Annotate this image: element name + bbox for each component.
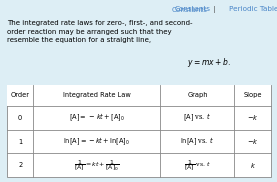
Text: $-k$: $-k$ [247, 137, 259, 146]
Text: 2: 2 [18, 163, 22, 169]
Text: $[\mathrm{A}]$ vs. $t$: $[\mathrm{A}]$ vs. $t$ [183, 112, 211, 123]
Text: Constants: Constants [175, 6, 211, 12]
Text: $\dfrac{1}{[\mathrm{A}]}$ vs. $t$: $\dfrac{1}{[\mathrm{A}]}$ vs. $t$ [184, 158, 211, 173]
Text: Slope: Slope [244, 92, 262, 98]
Text: Order: Order [11, 92, 30, 98]
Text: Graph: Graph [187, 92, 208, 98]
Text: 1: 1 [18, 139, 22, 145]
Text: The integrated rate laws for zero-, first-, and second-
order reaction may be ar: The integrated rate laws for zero-, firs… [7, 20, 193, 43]
Text: $k$: $k$ [250, 161, 256, 170]
Text: $\dfrac{1}{[\mathrm{A}]} = kt + \dfrac{1}{[\mathrm{A}]_0}$: $\dfrac{1}{[\mathrm{A}]} = kt + \dfrac{1… [74, 158, 120, 173]
Text: |: | [209, 6, 220, 13]
Text: Periodic Table: Periodic Table [229, 6, 277, 12]
Text: $[\mathrm{A}] = -\,kt + [\mathrm{A}]_0$: $[\mathrm{A}] = -\,kt + [\mathrm{A}]_0$ [69, 112, 125, 123]
Text: $\ln[\mathrm{A}]$ vs. $t$: $\ln[\mathrm{A}]$ vs. $t$ [180, 136, 214, 147]
Text: $-k$: $-k$ [247, 113, 259, 122]
Text: $y = mx + b.$: $y = mx + b.$ [187, 56, 231, 68]
Text: 0: 0 [18, 114, 22, 120]
Text: Integrated Rate Law: Integrated Rate Law [63, 92, 131, 98]
Text: Constants: Constants [172, 7, 208, 13]
Text: $\ln[\mathrm{A}] = -kt + \ln[\mathrm{A}]_0$: $\ln[\mathrm{A}] = -kt + \ln[\mathrm{A}]… [63, 136, 130, 147]
